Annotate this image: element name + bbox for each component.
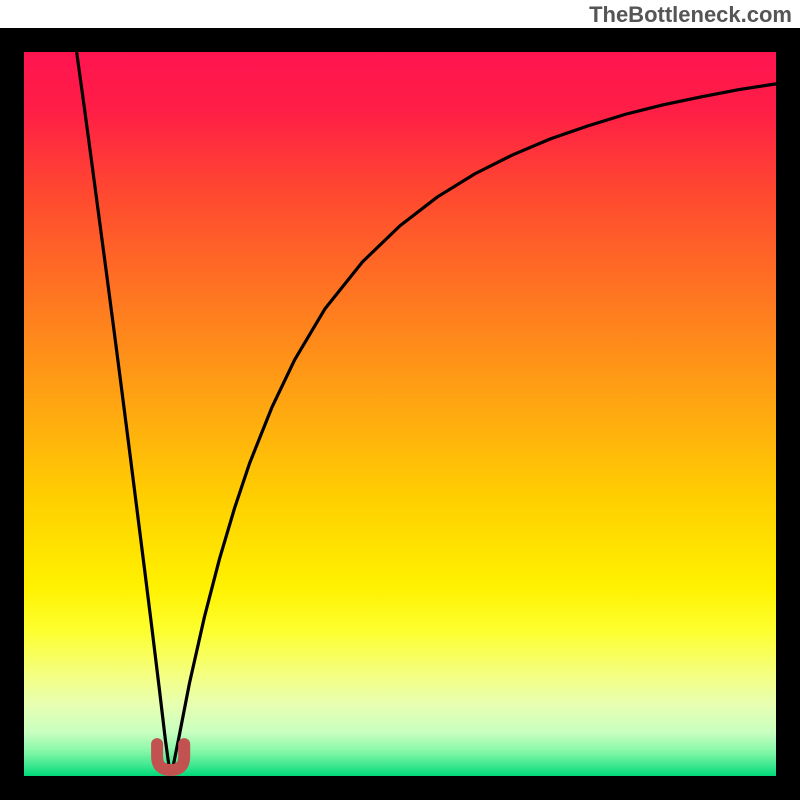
frame-top [0, 28, 800, 52]
frame-right [776, 28, 800, 800]
frame-left [0, 28, 24, 800]
chart-stage: TheBottleneck.com [0, 0, 800, 800]
plot-area [24, 52, 776, 776]
watermark-text: TheBottleneck.com [589, 2, 792, 28]
marker-svg [24, 52, 776, 776]
frame-bottom [0, 776, 800, 800]
min-marker [157, 744, 184, 770]
